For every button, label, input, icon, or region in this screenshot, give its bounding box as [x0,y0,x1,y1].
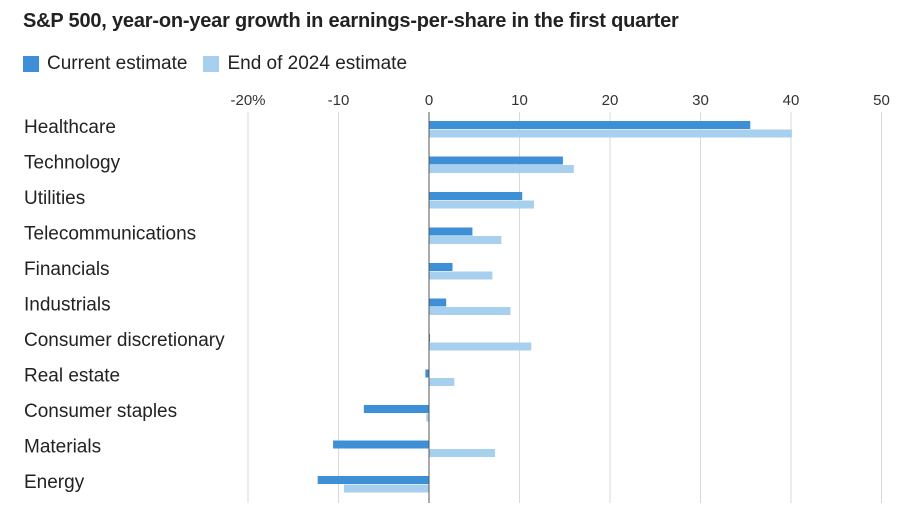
category-label-materials: Materials [24,437,101,458]
x-tick-label: 30 [692,92,709,109]
bar-consumer-discretionary-end-2024 [429,342,532,351]
bar-telecommunications-end-2024 [429,236,502,244]
bar-consumer-staples-current [363,405,429,413]
legend-swatch-current [23,56,39,72]
category-label-technology: Technology [24,153,121,174]
bar-industrials-current [429,298,447,307]
category-label-consumer-staples: Consumer staples [24,401,177,422]
legend-label-end-2024: End of 2024 estimate [227,53,408,74]
x-tick-label: 0 [425,92,433,109]
x-tick-label: -10 [328,92,350,109]
category-label-healthcare: Healthcare [24,117,116,138]
bar-materials-current [333,440,429,449]
bar-technology-end-2024 [429,165,574,173]
legend: Current estimate End of 2024 estimate [23,51,423,77]
legend-label-current: Current estimate [47,53,188,74]
category-label-energy: Energy [24,472,85,493]
category-labels: Healthcare Technology Utilities Telecommuni… [24,117,225,493]
x-tick-label: 20 [602,92,619,109]
x-tick-label: -20% [230,92,265,109]
category-label-financials: Financials [24,259,110,280]
bar-industrials-end-2024 [429,307,511,315]
bar-real-estate-end-2024 [429,378,455,386]
category-label-utilities: Utilities [24,188,85,209]
legend-swatch-end-2024 [203,56,220,72]
chart-title: S&P 500, year-on-year growth in earnings… [23,10,679,32]
bar-real-estate-current [425,369,429,378]
legend-item-current: Current estimate [23,53,187,75]
x-tick-label: 50 [873,92,890,109]
bar-healthcare-current [429,121,751,129]
bars [317,121,792,493]
bar-energy-end-2024 [343,484,429,493]
bar-consumer-staples-end-2024 [426,413,429,422]
bar-healthcare-end-2024 [429,129,792,138]
category-label-consumer-discretionary: Consumer discretionary [24,330,225,351]
bar-technology-current [429,156,563,165]
legend-item-end-2024: End of 2024 estimate [203,53,407,75]
bar-financials-current [429,263,453,271]
bar-utilities-end-2024 [429,200,534,209]
bar-energy-current [317,476,429,484]
x-tick-label: 40 [783,92,800,109]
x-tick-label: 10 [511,92,528,109]
category-label-real-estate: Real estate [24,366,120,387]
x-axis-ticks: -20% -10 0 10 20 30 40 50 [230,92,889,109]
bar-telecommunications-current [429,227,473,236]
category-label-industrials: Industrials [24,295,111,316]
bar-materials-end-2024 [429,449,496,457]
bar-financials-end-2024 [429,271,493,280]
bar-utilities-current [429,192,523,200]
category-label-telecommunications: Telecommunications [24,224,196,245]
